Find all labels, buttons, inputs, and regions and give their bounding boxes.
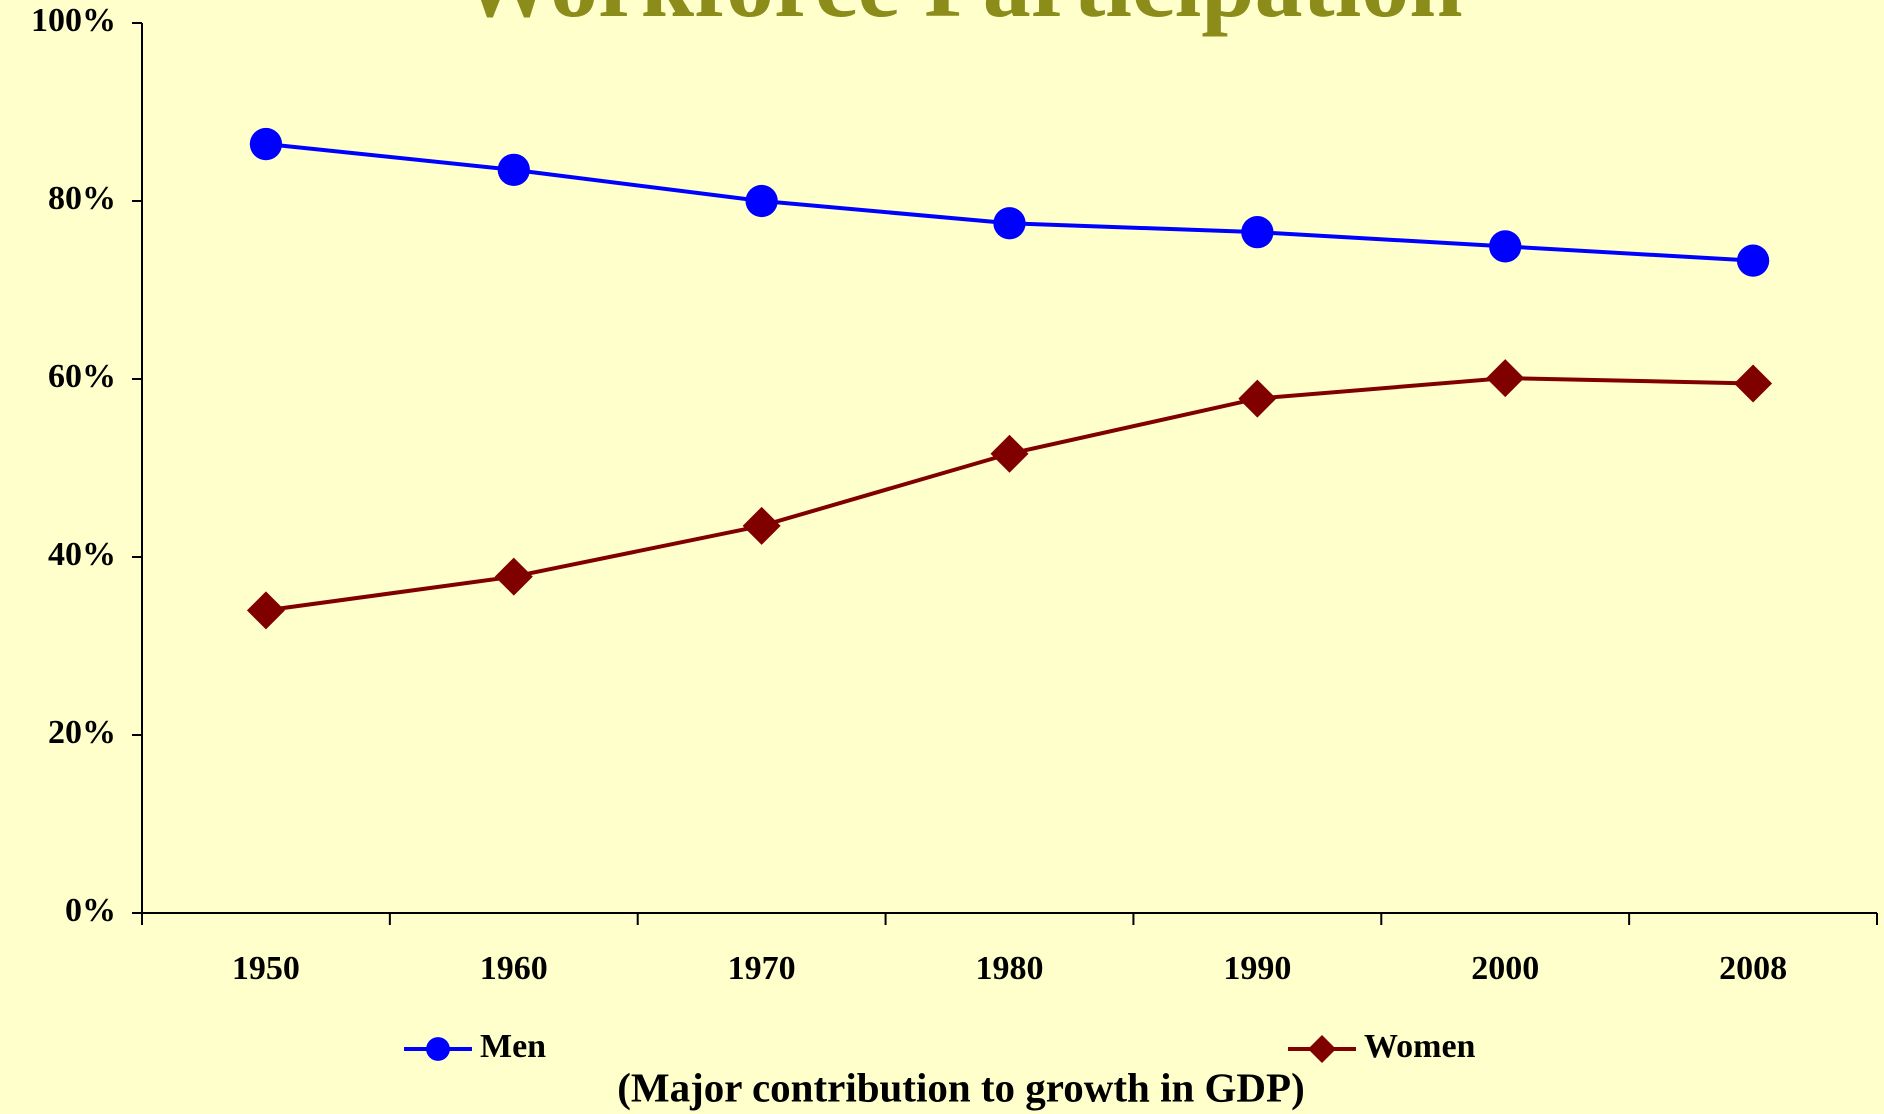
- marker-diamond: [246, 591, 285, 630]
- x-tick-label: 2008: [1719, 950, 1787, 987]
- y-tick-label: 40%: [48, 536, 116, 573]
- marker-diamond: [742, 506, 781, 545]
- legend-marker: [1308, 1035, 1336, 1063]
- marker-diamond: [1238, 379, 1277, 418]
- marker-diamond: [1734, 364, 1773, 403]
- marker-circle: [745, 184, 778, 218]
- marker-circle: [497, 153, 530, 187]
- marker-diamond: [494, 557, 533, 596]
- y-tick-label: 100%: [31, 2, 116, 39]
- y-tick-label: 0%: [65, 892, 116, 929]
- legend-label: Women: [1364, 1028, 1476, 1065]
- chart-subtitle: (Major contribution to growth in GDP): [617, 1064, 1304, 1110]
- y-tick-label: 20%: [48, 714, 116, 751]
- x-tick-label: 1970: [728, 950, 796, 987]
- marker-circle: [993, 207, 1026, 240]
- legend-marker: [426, 1037, 450, 1061]
- chart-title: Workforce Participation: [459, 0, 1462, 37]
- marker-circle: [1489, 230, 1522, 263]
- x-tick-label: 1960: [480, 950, 548, 987]
- x-tick-label: 1990: [1223, 950, 1291, 987]
- x-tick-label: 1980: [976, 950, 1044, 987]
- marker-circle: [1736, 244, 1770, 277]
- x-tick-label: 1950: [232, 950, 300, 987]
- y-tick-label: 60%: [48, 358, 116, 395]
- y-tick-label: 80%: [48, 180, 116, 217]
- marker-diamond: [990, 434, 1029, 473]
- legend-label: Men: [480, 1028, 546, 1065]
- marker-diamond: [1486, 359, 1525, 398]
- marker-circle: [249, 127, 283, 161]
- marker-circle: [1241, 216, 1274, 249]
- x-tick-label: 2000: [1471, 950, 1539, 987]
